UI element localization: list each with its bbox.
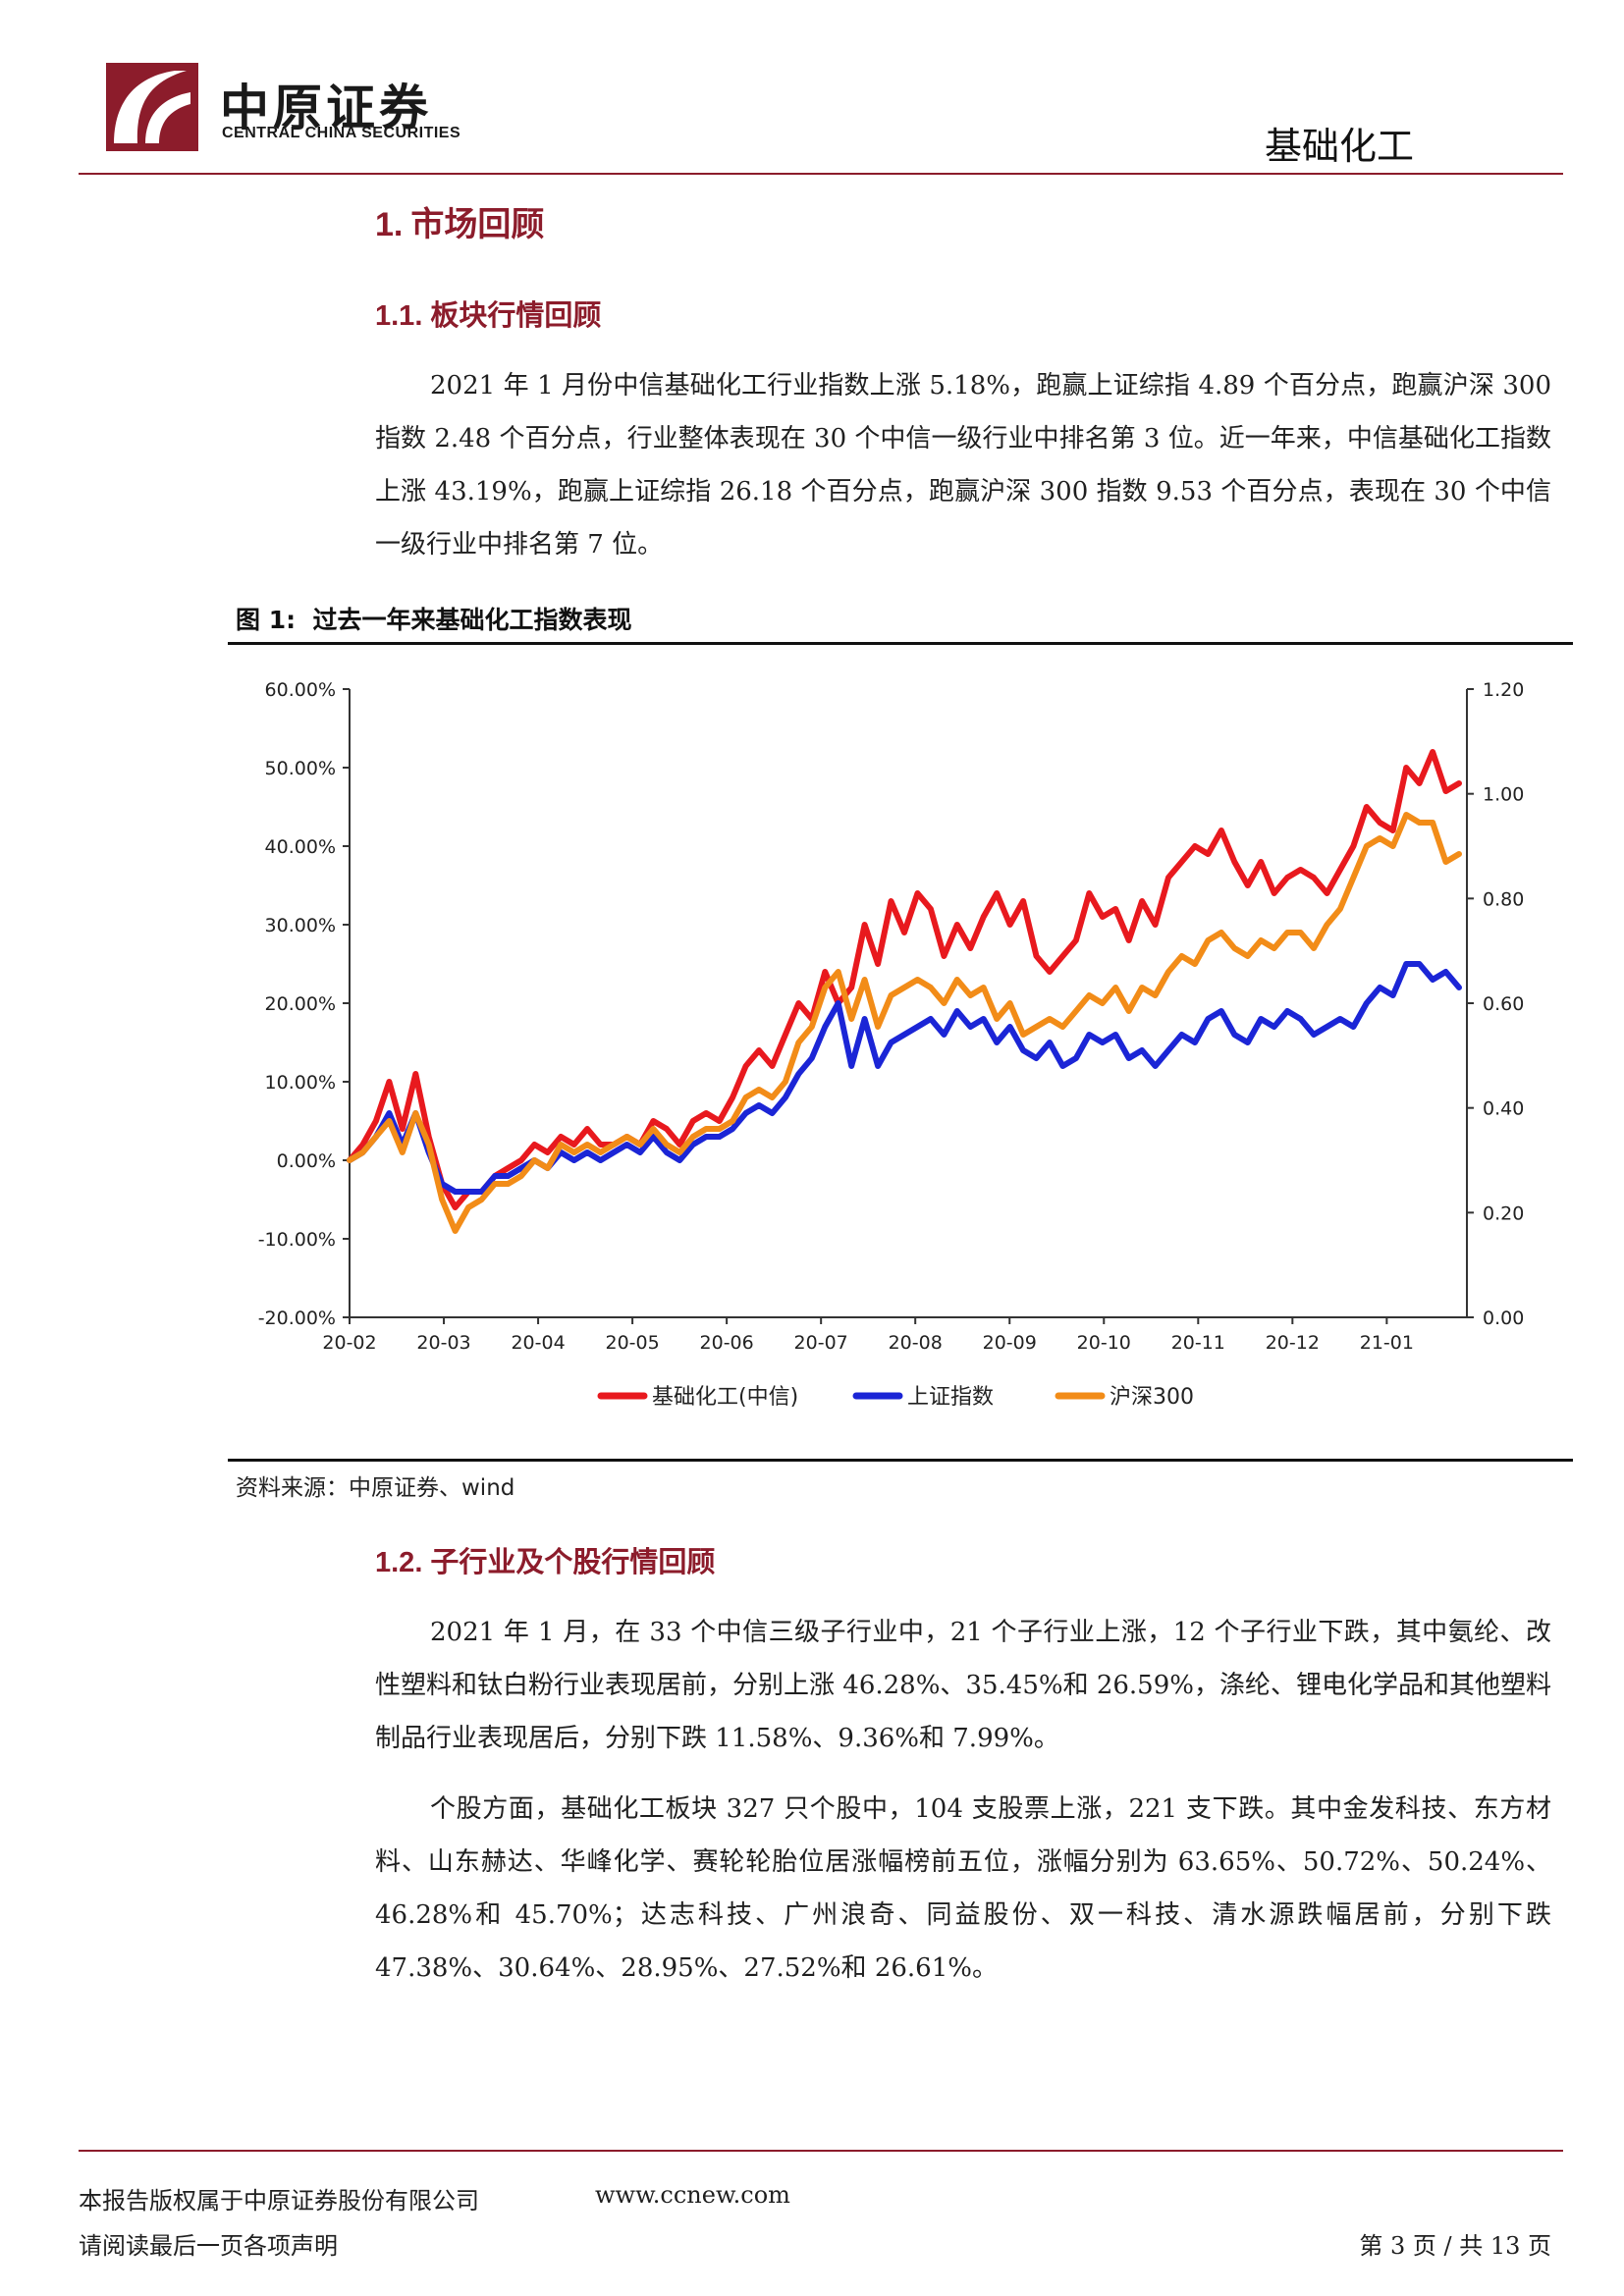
x-tick-label: 20-12: [1266, 1332, 1320, 1354]
subsection-number: 1.1.: [375, 300, 423, 332]
x-tick-label: 20-08: [889, 1332, 943, 1354]
copyright-notice: 本报告版权属于中原证券股份有限公司: [79, 2187, 479, 2215]
x-tick-label: 20-07: [794, 1332, 848, 1354]
subsection-title: 子行业及个股行情回顾: [430, 1545, 716, 1578]
x-tick-label: 20-04: [511, 1332, 565, 1354]
x-tick-label: 20-09: [983, 1332, 1037, 1354]
subsection-title: 板块行情回顾: [430, 298, 602, 332]
brand-name-cn: 中原证券: [220, 79, 432, 136]
company-logo-icon: [106, 63, 198, 151]
legend-label: 上证指数: [907, 1385, 994, 1410]
y-right-tick-label: 0.20: [1483, 1202, 1524, 1224]
series-line-2: [347, 961, 1462, 1195]
section-number: 1.: [375, 206, 404, 243]
figure-caption: 图 1: 过去一年来基础化工指数表现: [236, 601, 632, 636]
x-tick-label: 20-10: [1077, 1332, 1131, 1354]
legend-label: 基础化工(中信): [652, 1385, 798, 1410]
x-tick-label: 20-05: [605, 1332, 659, 1354]
y-left-tick-label: 40.00%: [265, 836, 336, 858]
stock-paragraph: 个股方面，基础化工板块 327 只个股中，104 支股票上涨，221 支下跌。其…: [375, 1794, 1551, 1983]
subindustry-paragraph: 2021 年 1 月，在 33 个中信三级子行业中，21 个子行业上涨，12 个…: [375, 1618, 1551, 1753]
y-left-tick-label: 50.00%: [265, 758, 336, 779]
x-tick-label: 20-06: [700, 1332, 754, 1354]
y-right-tick-label: 0.60: [1483, 993, 1524, 1015]
brand-name-en: CENTRAL CHINA SECURITIES: [222, 125, 461, 141]
figure-source: 资料来源：中原证券、wind: [236, 1475, 515, 1501]
index-performance-chart: 60.00% 50.00% 40.00% 30.00% 20.00% 10.00% 0.00…: [258, 679, 1525, 1410]
y-right-tick-label: 0.80: [1483, 888, 1524, 910]
y-right-tick-label: 0.40: [1483, 1098, 1524, 1120]
y-left-tick-label: -10.00%: [258, 1229, 336, 1251]
section-title: 市场回顾: [410, 205, 545, 244]
subsection-heading: 1.2. 子行业及个股行情回顾: [375, 1539, 715, 1580]
figure-top-rule: [228, 642, 1573, 645]
y-left-tick-label: 60.00%: [265, 679, 336, 701]
figure-bottom-rule: [228, 1459, 1573, 1462]
series-line-3: [347, 812, 1462, 1234]
series-line-1: [347, 749, 1462, 1210]
x-tick-label: 21-01: [1360, 1332, 1414, 1354]
website-link[interactable]: www.ccnew.com: [595, 2181, 790, 2209]
x-tick-label: 20-11: [1171, 1332, 1225, 1354]
y-left-tick-label: 30.00%: [265, 915, 336, 936]
report-section-title: 基础化工: [1264, 125, 1414, 168]
y-left-tick-label: -20.00%: [258, 1308, 336, 1329]
legend-label: 沪深300: [1110, 1385, 1194, 1410]
y-right-tick-label: 1.20: [1483, 679, 1524, 701]
disclaimer-notice: 请阅读最后一页各项声明: [79, 2232, 338, 2260]
section-heading: 1. 市场回顾: [375, 197, 544, 245]
x-tick-label: 20-02: [322, 1332, 376, 1354]
y-right-tick-label: 1.00: [1483, 784, 1524, 806]
market-review-paragraph: 2021 年 1 月份中信基础化工行业指数上涨 5.18%，跑赢上证综指 4.8…: [375, 371, 1551, 560]
subsection-number: 1.2.: [375, 1547, 423, 1578]
x-tick-label: 20-03: [416, 1332, 470, 1354]
y-left-tick-label: 0.00%: [277, 1150, 336, 1172]
y-right-tick-label: 0.00: [1483, 1308, 1524, 1329]
y-left-tick-label: 20.00%: [265, 993, 336, 1015]
header-divider: [79, 173, 1563, 175]
figure-label: 图 1:: [236, 606, 297, 634]
y-left-tick-label: 10.00%: [265, 1072, 336, 1094]
subsection-heading: 1.1. 板块行情回顾: [375, 293, 601, 334]
footer-divider: [79, 2150, 1563, 2152]
figure-title: 过去一年来基础化工指数表现: [312, 606, 632, 634]
page-number: 第 3 页 / 共 13 页: [1359, 2232, 1551, 2260]
